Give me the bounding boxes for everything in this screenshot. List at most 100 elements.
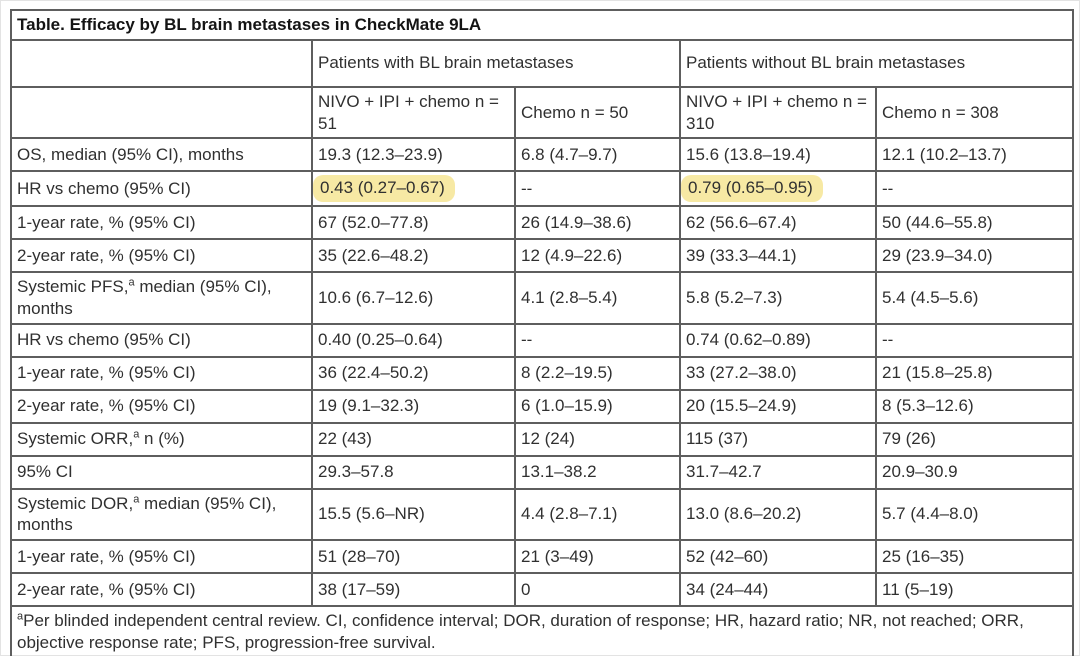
table-row: HR vs chemo (95% CI) 0.40 (0.25–0.64) -- 0.… <box>10 322 1075 358</box>
footnote-row: aPer blinded independent central review.… <box>9 605 1075 656</box>
row-label: 2-year rate, % (95% CI) <box>10 572 313 607</box>
table-row: 2-year rate, % (95% CI) 19 (9.1–32.3) 6 (1… <box>10 388 1075 424</box>
footnote-superscript: a <box>17 610 24 623</box>
row-label: 1-year rate, % (95% CI) <box>10 355 313 391</box>
highlighted-value: 0.79 (0.65–0.95) <box>682 175 823 202</box>
group-header-with-bm: Patients with BL brain metastases <box>311 38 681 88</box>
value-cell: 51 (28–70) <box>311 539 516 574</box>
value-cell: 29 (23.9–34.0) <box>874 238 1075 273</box>
label-superscript: a <box>128 276 135 289</box>
value-cell: 13.0 (8.6–20.2) <box>679 487 877 541</box>
table-row: 1-year rate, % (95% CI) 51 (28–70) 21 (3–4… <box>10 539 1075 574</box>
value-cell: 15.5 (5.6–NR) <box>311 487 516 541</box>
value-cell: 6 (1.0–15.9) <box>514 388 681 424</box>
value-cell: 5.7 (4.4–8.0) <box>874 487 1075 541</box>
value-cell: 20.9–30.9 <box>874 454 1075 490</box>
value-cell: 8 (5.3–12.6) <box>874 388 1075 424</box>
row-label: Systemic ORR,a n (%) <box>10 421 313 457</box>
value-cell: 36 (22.4–50.2) <box>311 355 516 391</box>
group-header-row: Patients with BL brain metastases Patien… <box>10 38 1075 88</box>
value-cell: 0.74 (0.62–0.89) <box>679 322 877 358</box>
sub-header-chemo-308: Chemo n = 308 <box>874 85 1075 140</box>
title-row: Table. Efficacy by BL brain metastases i… <box>9 9 1075 41</box>
empty-header-cell <box>10 38 313 88</box>
value-cell: 0 <box>514 572 681 607</box>
value-cell: 6.8 (4.7–9.7) <box>514 137 681 173</box>
value-cell: 39 (33.3–44.1) <box>679 238 877 273</box>
value-cell: 33 (27.2–38.0) <box>679 355 877 391</box>
value-cell: 20 (15.5–24.9) <box>679 388 877 424</box>
value-cell: 4.4 (2.8–7.1) <box>514 487 681 541</box>
value-cell: 22 (43) <box>311 421 516 457</box>
table-row: OS, median (95% CI), months 19.3 (12.3–23… <box>10 137 1075 173</box>
value-cell: 15.6 (13.8–19.4) <box>679 137 877 173</box>
label-superscript: a <box>133 492 140 505</box>
sub-header-nivo-310: NIVO + IPI + chemo n = 310 <box>679 85 877 140</box>
row-label: 1-year rate, % (95% CI) <box>10 539 313 574</box>
value-cell: 0.79 (0.65–0.95) <box>679 170 877 207</box>
value-cell: 12 (24) <box>514 421 681 457</box>
table-row: Systemic PFS,a median (95% CI), months 10… <box>10 271 1075 325</box>
value-cell: 25 (16–35) <box>874 539 1075 574</box>
value-cell: 5.4 (4.5–5.6) <box>874 271 1075 325</box>
table-row: 2-year rate, % (95% CI) 38 (17–59) 0 34 (24… <box>10 572 1075 607</box>
row-label: Systemic DOR,a median (95% CI), months <box>10 487 313 541</box>
sub-header-chemo-50: Chemo n = 50 <box>514 85 681 140</box>
footnote-text: Per blinded independent central review. … <box>17 611 1024 652</box>
sub-header-nivo-51: NIVO + IPI + chemo n = 51 <box>311 85 516 140</box>
row-label: HR vs chemo (95% CI) <box>10 322 313 358</box>
table-row: 1-year rate, % (95% CI) 36 (22.4–50.2) 8 (… <box>10 355 1075 391</box>
value-cell: 29.3–57.8 <box>311 454 516 490</box>
value-cell: 12 (4.9–22.6) <box>514 238 681 273</box>
value-cell: 4.1 (2.8–5.4) <box>514 271 681 325</box>
sub-header-row: NIVO + IPI + chemo n = 51 Chemo n = 50 N… <box>10 85 1075 140</box>
value-cell: -- <box>514 322 681 358</box>
row-label: 2-year rate, % (95% CI) <box>10 388 313 424</box>
value-cell: 38 (17–59) <box>311 572 516 607</box>
value-cell: 8 (2.2–19.5) <box>514 355 681 391</box>
value-cell: 12.1 (10.2–13.7) <box>874 137 1075 173</box>
highlighted-value: 0.43 (0.27–0.67) <box>314 175 455 202</box>
empty-header-cell <box>10 85 313 140</box>
value-cell: -- <box>514 170 681 207</box>
value-cell: 21 (3–49) <box>514 539 681 574</box>
table-row: Systemic ORR,a n (%) 22 (43) 12 (24) 115 (3… <box>10 421 1075 457</box>
table-row: Systemic DOR,a median (95% CI), months 15… <box>10 487 1075 541</box>
value-cell: 67 (52.0–77.8) <box>311 205 516 240</box>
row-label: 2-year rate, % (95% CI) <box>10 238 313 273</box>
value-cell: 19.3 (12.3–23.9) <box>311 137 516 173</box>
value-cell: 62 (56.6–67.4) <box>679 205 877 240</box>
value-cell: 0.40 (0.25–0.64) <box>311 322 516 358</box>
row-label: 1-year rate, % (95% CI) <box>10 205 313 240</box>
row-label: Systemic PFS,a median (95% CI), months <box>10 271 313 325</box>
value-cell: -- <box>874 170 1075 207</box>
footnote: aPer blinded independent central review.… <box>9 605 1075 656</box>
value-cell: 79 (26) <box>874 421 1075 457</box>
value-cell: 11 (5–19) <box>874 572 1075 607</box>
value-cell: -- <box>874 322 1075 358</box>
value-cell: 10.6 (6.7–12.6) <box>311 271 516 325</box>
value-cell: 19 (9.1–32.3) <box>311 388 516 424</box>
group-header-without-bm: Patients without BL brain metastases <box>678 38 1075 88</box>
value-cell: 31.7–42.7 <box>679 454 877 490</box>
row-label: 95% CI <box>10 454 313 490</box>
value-cell: 5.8 (5.2–7.3) <box>679 271 877 325</box>
table-title: Table. Efficacy by BL brain metastases i… <box>9 9 1075 41</box>
value-cell: 34 (24–44) <box>679 572 877 607</box>
value-cell: 52 (42–60) <box>679 539 877 574</box>
value-cell: 0.43 (0.27–0.67) <box>311 170 516 207</box>
table-row: 2-year rate, % (95% CI) 35 (22.6–48.2) 12 … <box>10 238 1075 273</box>
table-row: 95% CI 29.3–57.8 13.1–38.2 31.7–42.7 20.9–30… <box>10 454 1075 490</box>
row-label: OS, median (95% CI), months <box>10 137 313 173</box>
label-superscript: a <box>133 428 140 441</box>
value-cell: 21 (15.8–25.8) <box>874 355 1075 391</box>
value-cell: 115 (37) <box>679 421 877 457</box>
value-cell: 13.1–38.2 <box>514 454 681 490</box>
row-label: HR vs chemo (95% CI) <box>10 170 313 207</box>
value-cell: 50 (44.6–55.8) <box>874 205 1075 240</box>
value-cell: 26 (14.9–38.6) <box>514 205 681 240</box>
efficacy-table: Table. Efficacy by BL brain metastases i… <box>9 9 1075 656</box>
table-row: HR vs chemo (95% CI) 0.43 (0.27–0.67) -- 0.… <box>10 170 1075 207</box>
value-cell: 35 (22.6–48.2) <box>311 238 516 273</box>
